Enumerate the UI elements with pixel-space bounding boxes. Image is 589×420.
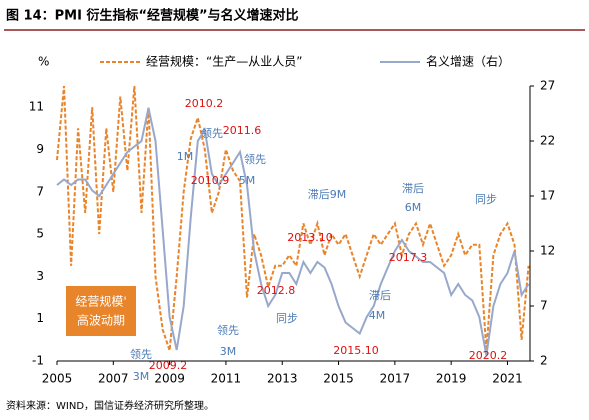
y-axis-label: % (38, 55, 49, 69)
y-tick-label: 3 (36, 269, 44, 283)
annotation: 2017.3 (389, 251, 428, 264)
x-tick-label: 2019 (436, 372, 467, 386)
legend-label: 经营规模：“生产—从业人员” (146, 54, 302, 69)
annotation: 2010.2 (185, 97, 224, 110)
y2-tick-label: 7 (540, 299, 548, 313)
x-tick-label: 2017 (380, 372, 411, 386)
annotation: 领先 (244, 153, 266, 166)
x-tick-label: 2009 (154, 372, 185, 386)
annotation: 2015.10 (333, 344, 379, 357)
y2-tick-label: 22 (540, 134, 555, 148)
annotation: 2011.6 (223, 124, 262, 137)
annotation: 2012.8 (257, 284, 296, 297)
x-tick-label: 2021 (492, 372, 523, 386)
annotation: 领先 (130, 348, 152, 361)
box-text: 高波动期 (77, 313, 125, 328)
y-tick-label: 1 (36, 311, 44, 325)
y-tick-label: 7 (36, 184, 44, 198)
y-tick-label: 5 (36, 227, 44, 241)
annotation: 2009.2 (149, 359, 188, 372)
annotation: 领先 (217, 324, 239, 337)
annotation: 4M (369, 309, 386, 322)
y2-tick-label: 2 (540, 354, 548, 368)
annotation: 滞后 (369, 289, 391, 302)
series-line (56, 107, 530, 356)
annotation: 2020.2 (469, 349, 508, 362)
legend-label: 名义增速（右） (426, 54, 510, 69)
annotation: 同步 (475, 193, 497, 206)
box-text: 经营规模' (75, 294, 126, 309)
x-tick-label: 2005 (42, 372, 73, 386)
y2-tick-label: 12 (540, 244, 555, 258)
y-tick-label: -1 (32, 354, 44, 368)
annotation: 2013.10 (287, 231, 333, 244)
x-tick-label: 2015 (323, 372, 354, 386)
x-tick-label: 2013 (267, 372, 298, 386)
annotation: 2010.9 (191, 174, 230, 187)
highlight-box (66, 286, 136, 336)
y2-tick-label: 27 (540, 79, 555, 93)
annotation: 3M (220, 345, 237, 358)
annotation: 同步 (276, 312, 298, 325)
title: 图 14：PMI 衍生指标“经营规模”与名义增速对比 (6, 8, 299, 24)
source: 资料来源：WIND，国信证券经济研究所整理。 (6, 399, 214, 412)
annotation: 1M (177, 150, 194, 163)
y2-tick-label: 17 (540, 189, 555, 203)
annotation: 滞后9M (308, 188, 347, 201)
x-tick-label: 2011 (211, 372, 242, 386)
annotation: 滞后 (402, 182, 424, 195)
series-line (56, 85, 530, 351)
x-tick-label: 2007 (98, 372, 129, 386)
y-tick-label: 11 (29, 100, 44, 114)
annotation: 6M (405, 201, 422, 214)
y-tick-label: 9 (36, 142, 44, 156)
annotation: 领先 (201, 127, 223, 140)
annotation: 3M (133, 370, 150, 383)
annotation: 5M (239, 174, 256, 187)
